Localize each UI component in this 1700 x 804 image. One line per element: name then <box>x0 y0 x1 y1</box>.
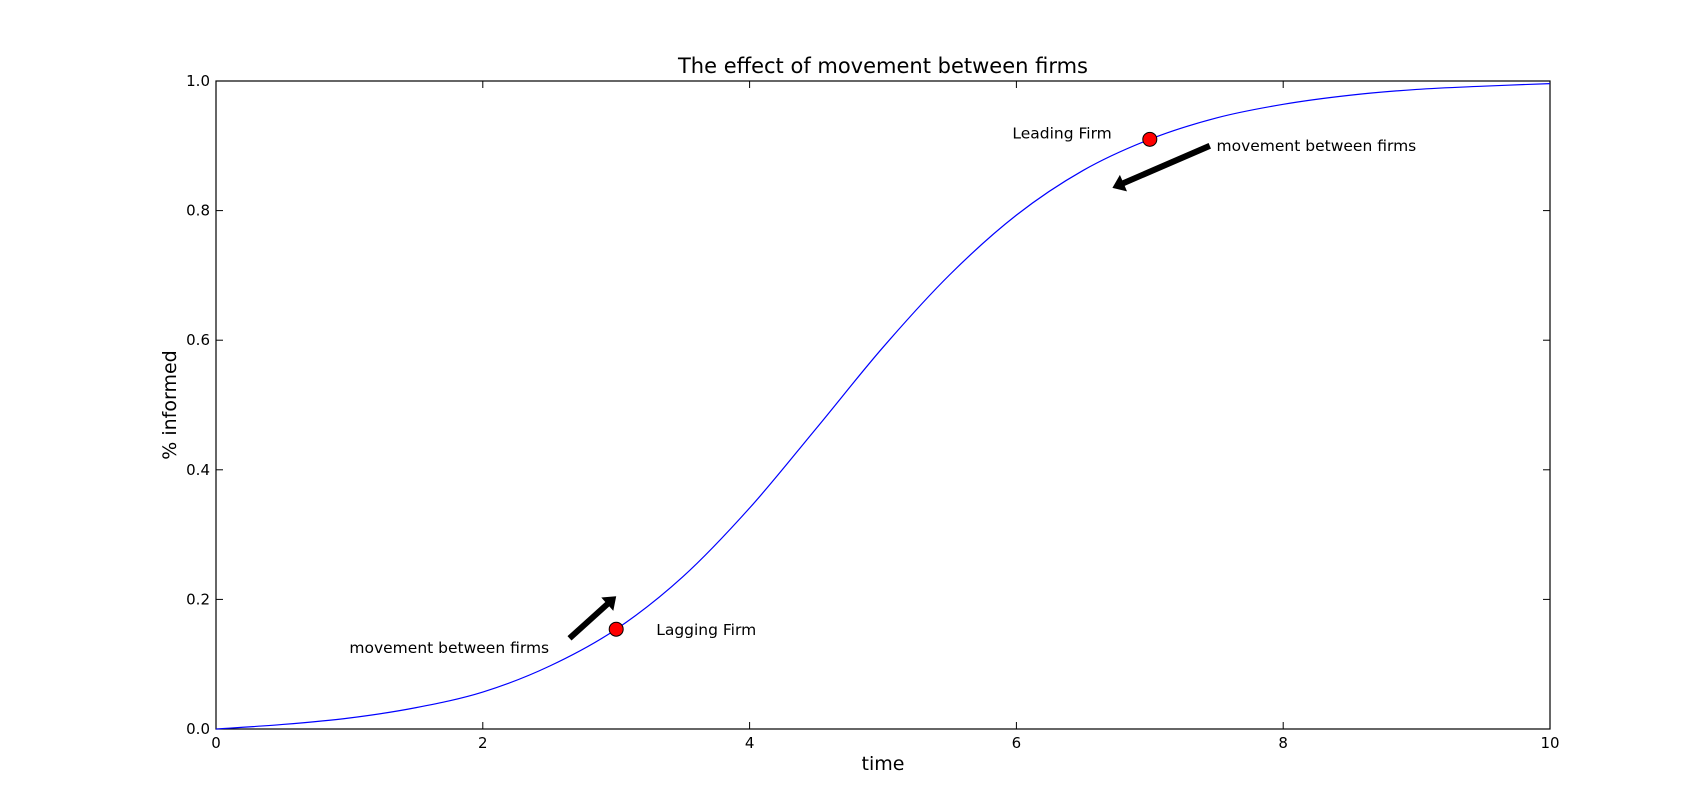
x-axis-title: time <box>862 753 905 775</box>
points: Lagging Firm Leading Firm <box>608 124 1158 639</box>
plot-frame <box>215 80 1551 730</box>
firm-point <box>608 621 624 637</box>
y-axis-title: % informed <box>159 350 181 459</box>
series-line <box>215 82 1551 730</box>
chart-title: The effect of movement between firms <box>677 54 1088 78</box>
firm-point-label: Leading Firm <box>1012 124 1111 142</box>
y-tick-label: 0.8 <box>186 202 210 220</box>
y-tick-label: 0.6 <box>186 331 210 349</box>
firm-point-label: Lagging Firm <box>656 621 756 639</box>
annotation-arrow <box>567 596 617 641</box>
x-tick-label: 4 <box>745 734 755 752</box>
x-tick-label: 8 <box>1278 734 1288 752</box>
x-tick-label: 6 <box>1012 734 1022 752</box>
annotations: movement between firms movement between f… <box>349 137 1416 657</box>
y-tick-label: 0.2 <box>186 590 210 608</box>
annotation-text: movement between firms <box>349 639 549 657</box>
annotation-text: movement between firms <box>1217 137 1417 155</box>
annotation-arrow <box>1112 143 1211 192</box>
y-tick-label: 0.0 <box>186 720 210 738</box>
axis-tick-labels: 0 2 4 6 8 10 0.0 0.2 0.4 0.6 0.8 1.0 <box>186 72 1559 752</box>
axis-ticks <box>215 80 1551 730</box>
x-tick-label: 2 <box>478 734 488 752</box>
x-tick-label: 10 <box>1540 734 1559 752</box>
firm-point <box>1142 131 1158 147</box>
x-tick-label: 0 <box>211 734 221 752</box>
y-tick-label: 0.4 <box>186 461 210 479</box>
y-tick-label: 1.0 <box>186 72 210 90</box>
